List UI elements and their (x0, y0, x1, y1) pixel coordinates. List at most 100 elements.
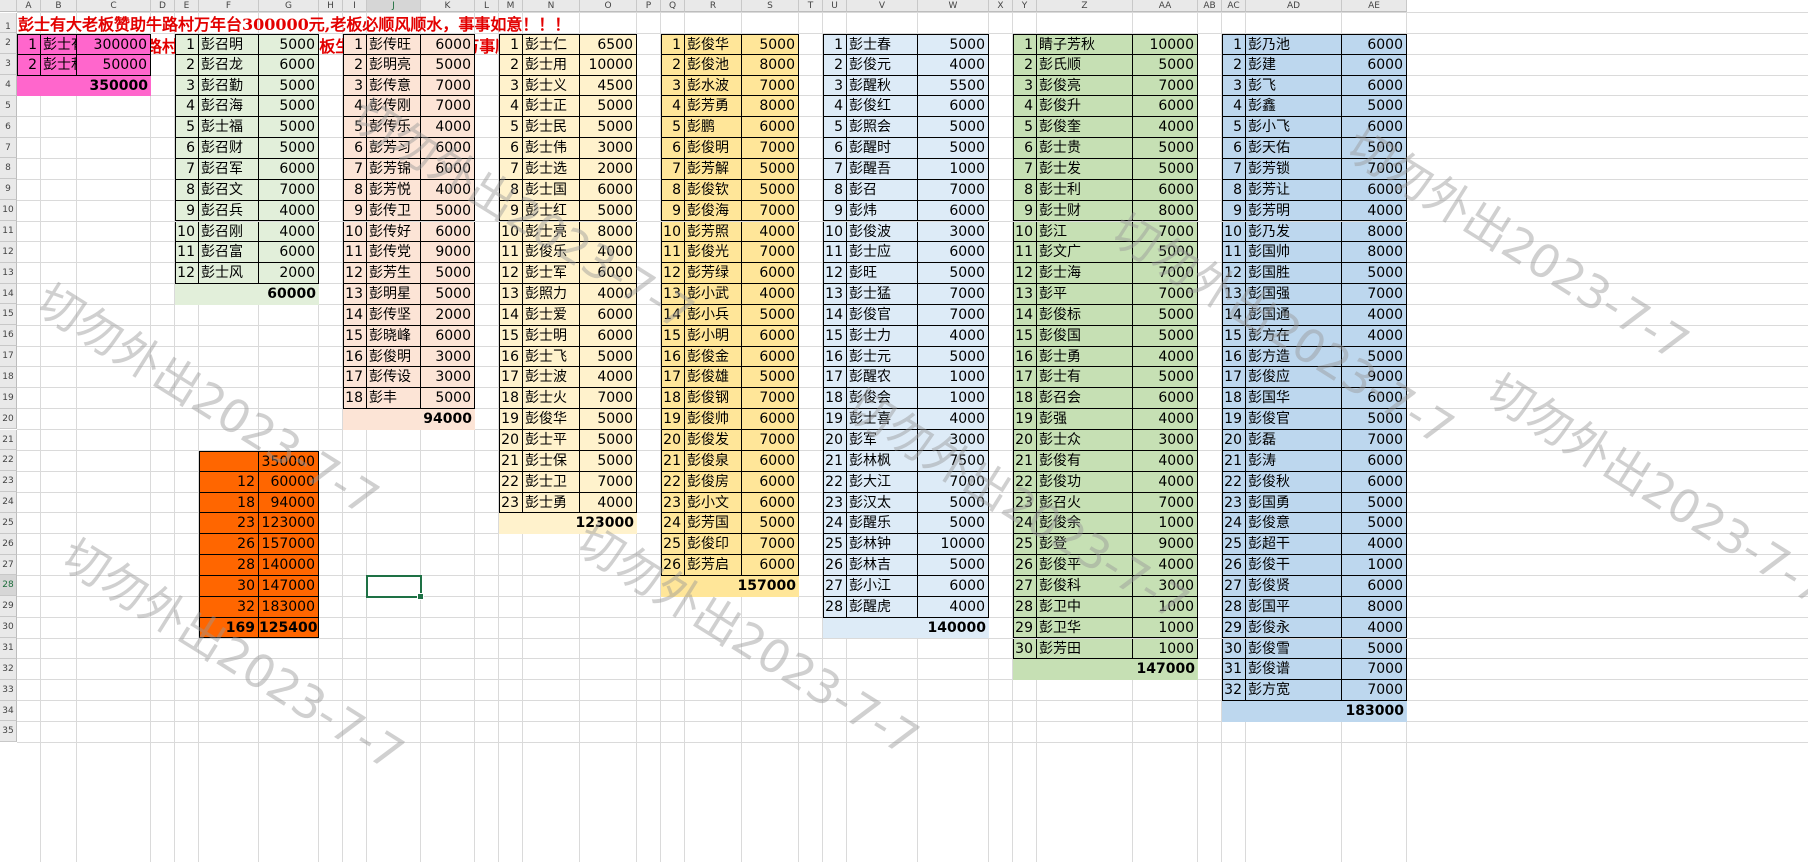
donor-name[interactable]: 彭炜 (847, 200, 918, 222)
donor-name[interactable]: 彭江 (1037, 221, 1133, 243)
row-index[interactable]: 1 (661, 33, 685, 55)
column-header-q[interactable]: Q (661, 0, 685, 12)
donation-amount[interactable]: 4000 (580, 492, 637, 514)
column-header-v[interactable]: V (847, 0, 918, 12)
group-total[interactable]: 157000 (661, 575, 799, 597)
row-header-5[interactable]: 5 (0, 95, 17, 117)
donor-name[interactable]: 彭林钟 (847, 534, 918, 556)
donation-amount[interactable]: 5000 (580, 409, 637, 430)
donation-amount[interactable]: 7000 (1133, 75, 1198, 97)
donor-name[interactable]: 彭磊 (1246, 430, 1342, 451)
row-index[interactable]: 11 (661, 242, 685, 264)
row-index[interactable]: 21 (823, 450, 847, 472)
row-index[interactable]: 26 (823, 555, 847, 576)
row-index[interactable]: 13 (1222, 284, 1246, 305)
donor-name[interactable]: 彭芳生 (367, 263, 421, 285)
row-index[interactable]: 26 (1013, 555, 1037, 576)
row-index[interactable]: 17 (1013, 367, 1037, 389)
row-header-7[interactable]: 7 (0, 137, 17, 159)
donor-name[interactable]: 彭士利 (1037, 179, 1133, 201)
donation-amount[interactable]: 1000 (1133, 638, 1198, 660)
donor-name[interactable]: 彭涛 (1246, 450, 1342, 472)
donation-amount[interactable]: 4000 (1342, 617, 1407, 639)
donor-name[interactable]: 彭丰 (367, 388, 421, 410)
row-index[interactable]: 8 (1222, 179, 1246, 201)
row-index[interactable]: 1 (343, 33, 367, 55)
column-header-y[interactable]: Y (1013, 0, 1037, 12)
donor-name[interactable]: 彭晓峰 (367, 325, 421, 347)
row-index[interactable]: 9 (499, 200, 523, 222)
donation-amount[interactable]: 6000 (742, 409, 799, 430)
donor-name[interactable]: 彭氏顺 (1037, 54, 1133, 76)
donation-amount[interactable]: 7000 (259, 179, 319, 201)
donation-amount[interactable]: 6000 (1342, 575, 1407, 597)
donor-name[interactable]: 彭俊雪 (1246, 638, 1342, 660)
row-index[interactable]: 11 (1222, 242, 1246, 264)
donation-amount[interactable]: 4000 (1133, 450, 1198, 472)
row-index[interactable]: 11 (823, 242, 847, 264)
row-index[interactable]: 21 (1013, 450, 1037, 472)
donor-name[interactable]: 彭俊光 (685, 242, 742, 264)
column-header-g[interactable]: G (259, 0, 319, 12)
donor-name[interactable]: 彭俊房 (685, 471, 742, 493)
donation-amount[interactable]: 5000 (742, 304, 799, 326)
row-index[interactable]: 27 (1222, 575, 1246, 597)
donation-amount[interactable]: 7000 (918, 304, 989, 326)
row-index[interactable]: 18 (823, 388, 847, 410)
donation-amount[interactable]: 5000 (1133, 367, 1198, 389)
row-index[interactable]: 7 (661, 158, 685, 180)
row-index[interactable]: 2 (343, 54, 367, 76)
row-index[interactable]: 7 (343, 158, 367, 180)
row-index[interactable]: 3 (175, 75, 199, 97)
donation-amount[interactable]: 4000 (1342, 325, 1407, 347)
row-index[interactable]: 29 (1222, 617, 1246, 639)
row-index[interactable]: 17 (343, 367, 367, 389)
donor-name[interactable]: 彭小飞 (1246, 117, 1342, 139)
donor-name[interactable]: 彭芳让 (1246, 179, 1342, 201)
donation-amount[interactable]: 4000 (259, 200, 319, 222)
donor-name[interactable]: 彭召火 (1037, 492, 1133, 514)
selected-cell[interactable] (366, 574, 424, 600)
donor-name[interactable]: 彭俊发 (685, 430, 742, 451)
donor-name[interactable]: 彭国胜 (1246, 263, 1342, 285)
row-index[interactable]: 7 (1222, 158, 1246, 180)
donation-amount[interactable]: 4000 (1133, 117, 1198, 139)
donor-name[interactable]: 彭俊永 (1246, 617, 1342, 639)
donation-amount[interactable]: 7000 (742, 138, 799, 159)
row-index[interactable]: 16 (343, 346, 367, 368)
column-header-x[interactable]: X (989, 0, 1013, 12)
donation-amount[interactable]: 8000 (580, 221, 637, 243)
row-index[interactable]: 13 (343, 284, 367, 305)
row-index[interactable]: 26 (1222, 555, 1246, 576)
row-index[interactable]: 27 (823, 575, 847, 597)
donation-amount[interactable]: 1000 (918, 388, 989, 410)
summary-count[interactable]: 12 (199, 471, 259, 493)
row-index[interactable]: 31 (1222, 659, 1246, 681)
row-index[interactable]: 26 (661, 555, 685, 576)
donor-name[interactable]: 彭芳悦 (367, 179, 421, 201)
row-index[interactable]: 15 (1013, 325, 1037, 347)
row-index[interactable]: 23 (499, 492, 523, 514)
donation-amount[interactable]: 5000 (421, 54, 475, 76)
column-header-d[interactable]: D (151, 0, 175, 12)
donor-name[interactable]: 彭醒农 (847, 367, 918, 389)
donation-amount[interactable]: 5000 (1342, 346, 1407, 368)
donor-name[interactable]: 彭士海 (1037, 263, 1133, 285)
row-index[interactable]: 18 (1222, 388, 1246, 410)
donor-name[interactable]: 彭俊升 (1037, 96, 1133, 118)
donor-name[interactable]: 彭士有 (1037, 367, 1133, 389)
donation-amount[interactable]: 6000 (1342, 117, 1407, 139)
donor-name[interactable]: 彭卫华 (1037, 617, 1133, 639)
row-index[interactable]: 6 (1222, 138, 1246, 159)
column-header-ae[interactable]: AE (1342, 0, 1407, 12)
row-index[interactable]: 2 (1013, 54, 1037, 76)
donation-amount[interactable]: 10000 (580, 54, 637, 76)
donation-amount[interactable]: 6000 (742, 450, 799, 472)
donation-amount[interactable]: 7000 (1342, 284, 1407, 305)
column-header-ab[interactable]: AB (1198, 0, 1222, 12)
row-header-25[interactable]: 25 (0, 512, 17, 534)
donation-amount[interactable]: 4000 (918, 409, 989, 430)
column-header-h[interactable]: H (319, 0, 343, 12)
donor-name[interactable]: 彭士选 (523, 158, 580, 180)
